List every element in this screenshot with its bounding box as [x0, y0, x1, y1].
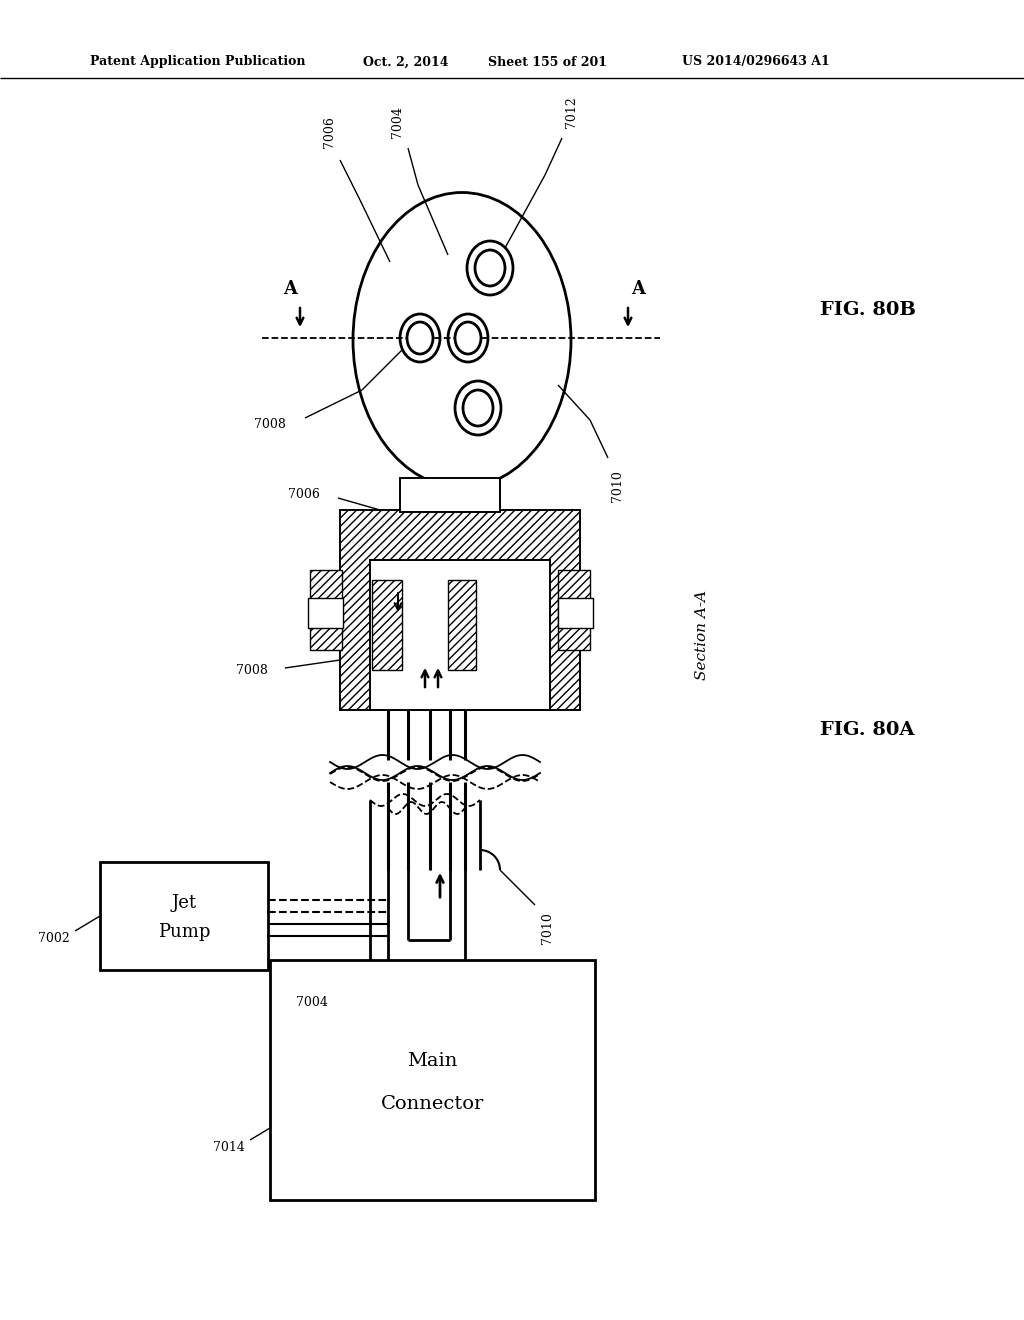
Ellipse shape: [455, 322, 481, 354]
Ellipse shape: [463, 389, 493, 426]
Text: US 2014/0296643 A1: US 2014/0296643 A1: [682, 55, 829, 69]
Bar: [270, 960, 595, 1200]
Ellipse shape: [475, 249, 505, 286]
Text: 7010: 7010: [542, 912, 555, 944]
Bar: [310, 570, 342, 649]
Text: 7012: 7012: [565, 96, 579, 128]
Ellipse shape: [467, 242, 513, 294]
Text: Main: Main: [408, 1052, 458, 1069]
Ellipse shape: [353, 193, 571, 487]
Text: 7002: 7002: [38, 932, 70, 945]
Text: A: A: [283, 280, 297, 298]
Text: Patent Application Publication: Patent Application Publication: [90, 55, 305, 69]
Bar: [372, 579, 402, 671]
Text: 7010: 7010: [611, 470, 625, 502]
Text: 7008: 7008: [237, 664, 268, 677]
Text: FIG. 80A: FIG. 80A: [820, 721, 914, 739]
Bar: [449, 579, 476, 671]
Ellipse shape: [449, 314, 488, 362]
Ellipse shape: [407, 322, 433, 354]
Bar: [340, 510, 580, 710]
Bar: [308, 598, 343, 628]
Text: Pump: Pump: [158, 923, 210, 941]
Text: 7004: 7004: [391, 106, 404, 139]
Text: 7008: 7008: [254, 417, 286, 430]
Bar: [558, 570, 590, 649]
Ellipse shape: [400, 314, 440, 362]
Text: Section A-A: Section A-A: [695, 590, 709, 680]
Text: A: A: [631, 280, 645, 298]
Bar: [400, 478, 500, 512]
Text: Jet: Jet: [171, 894, 197, 912]
Text: 7014: 7014: [213, 1140, 245, 1154]
Text: 7006: 7006: [288, 488, 319, 502]
Ellipse shape: [455, 381, 501, 436]
Text: 7006: 7006: [324, 116, 337, 148]
Bar: [558, 598, 593, 628]
Bar: [370, 560, 550, 710]
Text: 7004: 7004: [296, 995, 328, 1008]
Text: Connector: Connector: [381, 1096, 484, 1113]
Text: FIG. 80B: FIG. 80B: [820, 301, 916, 319]
Bar: [100, 862, 268, 970]
Text: Sheet 155 of 201: Sheet 155 of 201: [488, 55, 607, 69]
Text: Oct. 2, 2014: Oct. 2, 2014: [362, 55, 449, 69]
